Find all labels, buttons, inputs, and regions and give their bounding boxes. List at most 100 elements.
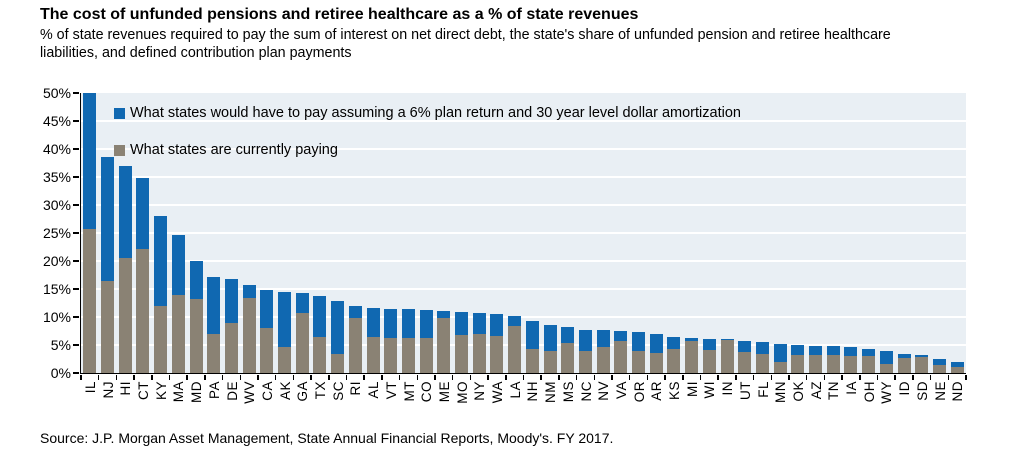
x-axis-label-TX: TX (313, 381, 329, 400)
bar-VT-current (384, 338, 398, 373)
x-axis-label-MT: MT (401, 381, 417, 402)
bar-WY-current (879, 364, 893, 373)
x-axis-label-HI: HI (118, 381, 134, 396)
bar-CO-required (419, 309, 433, 339)
x-tick-7 (204, 374, 206, 380)
x-tick-5 (168, 374, 171, 380)
bar-FL-required (755, 342, 769, 354)
x-axis-label-CT: CT (136, 381, 152, 400)
x-tick-9 (239, 374, 242, 380)
x-axis-label-NE: NE (932, 381, 948, 401)
bar-ID-current (897, 358, 911, 373)
bar-IA-current (844, 355, 858, 373)
x-axis-label-CA: CA (259, 381, 275, 401)
x-tick-21 (451, 374, 454, 380)
bar-HI-current (118, 257, 132, 373)
x-axis-label-KS: KS (667, 381, 683, 401)
y-axis-label-40: 40% (42, 141, 71, 157)
x-tick-17 (381, 374, 383, 380)
x-tick-29 (593, 374, 596, 380)
y-axis-label-45: 45% (42, 113, 71, 129)
x-tick-10 (257, 374, 259, 380)
gridline-40 (81, 148, 966, 150)
bar-ND-current (950, 367, 964, 373)
x-axis-label-GA: GA (295, 381, 311, 402)
bar-OR-current (632, 350, 646, 373)
bar-SD-current (915, 357, 929, 373)
bar-TN-current (826, 354, 840, 373)
bar-NE-required (932, 359, 946, 366)
x-axis-label-SC: SC (330, 381, 346, 401)
plot-area: What states would have to pay assuming a… (73, 92, 967, 380)
legend-item-required_additional: What states would have to pay assuming a… (114, 105, 741, 121)
bar-WI-current (702, 350, 716, 373)
y-axis-label-0: 0% (50, 365, 71, 381)
y-axis-label-10: 10% (42, 309, 71, 325)
bar-MO-current (455, 335, 469, 373)
x-tick-0 (80, 374, 82, 380)
x-tick-34 (682, 374, 684, 380)
chart-title: The cost of unfunded pensions and retire… (40, 6, 639, 23)
bar-CA-required (260, 290, 274, 329)
bar-KS-current (667, 349, 681, 373)
x-tick-26 (540, 374, 542, 380)
x-tick-43 (841, 374, 843, 380)
x-tick-16 (363, 374, 365, 380)
bar-PA-required (207, 276, 221, 335)
gridline-45 (81, 120, 966, 122)
bar-NY-required (472, 313, 486, 335)
x-axis-label-MO: MO (454, 381, 470, 404)
bar-IA-required (844, 347, 858, 356)
x-axis-label-IL: IL (82, 381, 98, 394)
bar-RI-required (348, 305, 362, 318)
bar-OK-required (791, 345, 805, 356)
x-tick-24 (505, 374, 507, 380)
bar-WA-current (490, 336, 504, 373)
x-axis-label-NJ: NJ (100, 381, 116, 399)
gridline-10 (81, 316, 966, 318)
x-axis-label-MD: MD (189, 381, 205, 403)
y-tick-5 (73, 344, 79, 346)
y-axis-label-20: 20% (42, 253, 71, 269)
x-tick-41 (805, 374, 808, 380)
x-tick-31 (628, 374, 631, 380)
x-axis-label-AL: AL (366, 381, 382, 399)
x-axis-label-LA: LA (507, 381, 523, 399)
x-axis-label-SD: SD (914, 381, 930, 401)
bar-OH-required (862, 348, 876, 357)
x-axis-label-AZ: AZ (808, 381, 824, 400)
bar-OK-current (791, 355, 805, 373)
bar-VA-current (614, 340, 628, 373)
bar-ME-required (437, 311, 451, 319)
bar-NH-current (525, 348, 539, 373)
bar-AK-required (278, 292, 292, 347)
y-tick-30 (73, 204, 79, 206)
gridline-35 (81, 176, 966, 178)
bar-MS-current (561, 343, 575, 373)
x-axis-label-KY: KY (153, 381, 169, 401)
bar-CO-current (419, 338, 433, 373)
bar-LA-current (508, 325, 522, 373)
legend-label-current: What states are currently paying (130, 142, 338, 158)
bar-SC-required (331, 300, 345, 354)
bar-FL-current (755, 353, 769, 373)
bar-DE-required (224, 279, 238, 323)
legend-swatch-current (114, 144, 125, 156)
x-tick-33 (664, 374, 666, 380)
bar-MS-required (561, 326, 575, 344)
y-axis-label-15: 15% (42, 281, 71, 297)
legend-swatch-required_additional (114, 107, 125, 119)
bar-ME-current (437, 318, 451, 373)
bar-NM-required (543, 324, 557, 351)
x-tick-46 (894, 374, 896, 380)
bar-UT-required (738, 341, 752, 353)
x-tick-15 (345, 374, 348, 380)
bar-DE-current (224, 322, 238, 373)
x-axis-label-AR: AR (649, 381, 665, 401)
bar-CA-current (260, 328, 274, 373)
gridline-20 (81, 260, 966, 262)
x-tick-19 (416, 374, 419, 380)
x-tick-39 (770, 374, 773, 380)
bar-WI-required (702, 338, 716, 351)
